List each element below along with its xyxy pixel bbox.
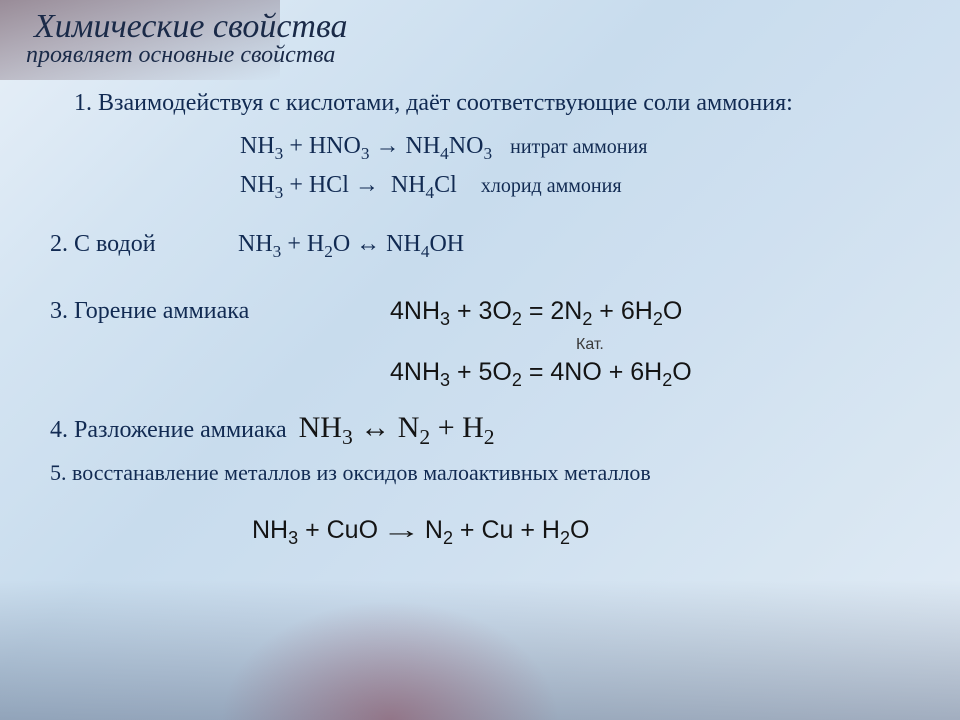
section-4-label: 4. Разложение аммиака [50, 417, 287, 444]
eq-nitrate-note: нитрат аммония [510, 136, 647, 158]
combustion-eq-1: 4NH3 + 3O2 = 2N2 + 6H2O [390, 297, 960, 330]
section-1-text: 1. Взаимодействуя с кислотами, даёт соот… [74, 90, 793, 116]
catalyst-label: Кат. [390, 336, 960, 354]
section-3: 3. Горение аммиака 4NH3 + 3O2 = 2N2 + 6H… [0, 298, 960, 391]
section-5: 5. восстанавление металлов из оксидов ма… [0, 460, 960, 486]
main-title: Химические свойства [0, 8, 960, 46]
section-2-label: 2. С водой [0, 231, 238, 258]
eq-nitrate: NH3 + HNO3 → NH4NO3 нитрат аммония [240, 133, 960, 164]
final-eq: NH3 + CuO → N2 + Cu + H2O [0, 516, 960, 549]
section-2-eq: NH3 + H2O ↔ NH4OH [238, 231, 464, 262]
subtitle: проявляет основные свойства [0, 42, 960, 69]
eq-chloride-formula: NH3 + HCl → NH4Cl [240, 172, 457, 198]
subtitle-text: проявляет основные свойства [26, 42, 335, 68]
section-4: 4. Разложение аммиака NH3 ↔ N2 + H2 [0, 411, 960, 450]
section-1-intro: 1. Взаимодействуя с кислотами, даёт соот… [0, 87, 960, 119]
arrow-icon: → [381, 516, 421, 545]
section-5-text: 5. восстанавление металлов из оксидов ма… [50, 460, 651, 485]
decomposition-eq: NH3 ↔ N2 + H2 [299, 411, 495, 450]
slide-content: Химические свойства проявляет основные с… [0, 0, 960, 549]
combustion-eq-2: 4NH3 + 5O2 = 4NO + 6H2O [390, 358, 960, 391]
eq-chloride-note: хлорид аммония [481, 175, 622, 197]
section-2: 2. С водой NH3 + H2O ↔ NH4OH [0, 231, 960, 262]
eq-nitrate-formula: NH3 + HNO3 → NH4NO3 [240, 133, 492, 159]
eq-chloride: NH3 + HCl → NH4Cl хлорид аммония [240, 172, 960, 203]
main-title-text: Химические свойства [34, 8, 348, 45]
section-1-equations: NH3 + HNO3 → NH4NO3 нитрат аммония NH3 +… [0, 133, 960, 203]
